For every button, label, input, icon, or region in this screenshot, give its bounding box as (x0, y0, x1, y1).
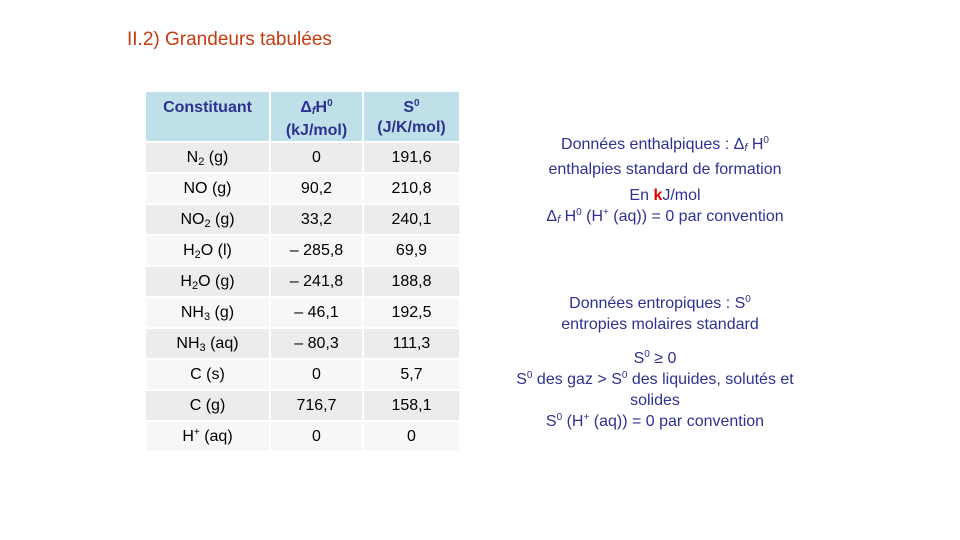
constituent-species: C (g) (189, 396, 226, 414)
table-header-row: Constituant ΔfH0 (kJ/mol) S0 (J/K/mol) (146, 92, 461, 143)
slide-title: II.2) Grandeurs tabulées (127, 29, 332, 50)
enthalpy-title: Données enthalpiques : Δf H0 (561, 135, 769, 155)
table-row: NH3 (aq) – 80,3 111,3 (146, 328, 461, 360)
cell-dfh: 33,2 (270, 204, 364, 236)
cell-constituent: C (s) (146, 359, 271, 391)
cell-dfh: – 46,1 (270, 297, 364, 329)
cell-s0: 188,8 (363, 266, 461, 298)
constituent-state: (aq) (205, 334, 239, 352)
constituent-species: NO (180, 210, 205, 228)
entropy-convention: S0 (H+ (aq)) = 0 par convention (545, 412, 765, 431)
cell-constituent: H2O (l) (146, 235, 271, 267)
cell-constituent: NO2 (g) (146, 204, 271, 236)
constituent-sub: 2 (198, 155, 205, 168)
cell-s0: 191,6 (363, 142, 461, 174)
constituent-species: H (182, 427, 194, 445)
constituent-species: H (180, 272, 192, 290)
constituent-sub: 2 (191, 279, 199, 292)
cell-constituent: N2 (g) (146, 142, 271, 174)
header-dfh: ΔfH0 (kJ/mol) (270, 92, 364, 143)
enthalpy-subtitle: enthalpies standard de formation (548, 161, 782, 178)
entropy-rules-note: S0 ≥ 0 S0 des gaz > S0 des liquides, sol… (488, 348, 822, 432)
cell-constituent: H+ (aq) (146, 421, 271, 453)
entropy-subtitle: entropies molaires standard (561, 316, 759, 333)
table-row: NO (g) 90,2 210,8 (146, 173, 461, 205)
cell-dfh: 716,7 (270, 390, 364, 422)
cell-dfh: – 285,8 (270, 235, 364, 267)
table-row: H2O (g) – 241,8 188,8 (146, 266, 461, 298)
constituent-state: (g) (210, 210, 235, 228)
constituent-species: C (s) (190, 365, 225, 383)
cell-constituent: NO (g) (146, 173, 271, 205)
constituent-species: NH (180, 303, 204, 321)
table-row: NO2 (g) 33,2 240,1 (146, 204, 461, 236)
entropy-rule-solids: solides (630, 392, 680, 409)
cell-s0: 111,3 (363, 328, 461, 360)
constituent-sub: 2 (204, 217, 211, 230)
table-row: H2O (l) – 285,8 69,9 (146, 235, 461, 267)
entropy-title: Données entropiques : S0 (569, 294, 751, 313)
entropy-note: Données entropiques : S0 entropies molai… (500, 293, 820, 335)
cell-dfh: – 241,8 (270, 266, 364, 298)
table-row: C (s) 0 5,7 (146, 359, 461, 391)
enthalpy-note: Données enthalpiques : Δf H0 enthalpies … (510, 134, 820, 180)
enthalpy-convention: Δf H0 (H+ (aq)) = 0 par convention (546, 207, 784, 227)
constituent-species: N (186, 148, 199, 166)
cell-constituent: H2O (g) (146, 266, 271, 298)
cell-s0: 240,1 (363, 204, 461, 236)
table-row: C (g) 716,7 158,1 (146, 390, 461, 422)
cell-s0: 69,9 (363, 235, 461, 267)
entropy-rule-positive: S0 ≥ 0 (633, 349, 677, 368)
cell-constituent: NH3 (aq) (146, 328, 271, 360)
cell-s0: 192,5 (363, 297, 461, 329)
table-row: NH3 (g) – 46,1 192,5 (146, 297, 461, 329)
cell-s0: 5,7 (363, 359, 461, 391)
constituent-sup: + (193, 426, 200, 438)
header-s0-unit: (J/K/mol) (377, 119, 446, 136)
enthalpy-unit-note: En kJ/mol Δf H0 (H+ (aq)) = 0 par conven… (500, 185, 830, 231)
table-row: H+ (aq) 0 0 (146, 421, 461, 453)
cell-dfh: 0 (270, 142, 364, 174)
header-s0: S0 (J/K/mol) (363, 92, 461, 143)
constituent-state: O (l) (200, 241, 232, 259)
cell-constituent: C (g) (146, 390, 271, 422)
enthalpy-unit: En kJ/mol (629, 187, 701, 204)
constituent-state: (g) (210, 303, 235, 321)
constituent-species: NO (183, 179, 208, 197)
constituent-sub: 3 (203, 310, 211, 323)
constituent-sub: 3 (199, 341, 206, 354)
thermo-table: Constituant ΔfH0 (kJ/mol) S0 (J/K/mol) N… (146, 92, 461, 453)
cell-s0: 158,1 (363, 390, 461, 422)
cell-dfh: 0 (270, 421, 364, 453)
header-s0-symbol: S0 (403, 98, 420, 117)
constituent-sub: 2 (194, 248, 201, 261)
constituent-state: O (g) (198, 272, 235, 290)
cell-dfh: – 80,3 (270, 328, 364, 360)
constituent-state: (g) (207, 179, 232, 197)
cell-dfh: 0 (270, 359, 364, 391)
constituent-state: (g) (204, 148, 229, 166)
constituent-species: NH (176, 334, 200, 352)
constituent-species: H (183, 241, 195, 259)
header-dfh-unit: (kJ/mol) (285, 122, 348, 139)
cell-dfh: 90,2 (270, 173, 364, 205)
constituent-state: (aq) (199, 427, 233, 445)
header-constituent: Constituant (146, 92, 271, 143)
cell-s0: 210,8 (363, 173, 461, 205)
header-dfh-symbol: ΔfH0 (300, 98, 333, 118)
table-row: N2 (g) 0 191,6 (146, 142, 461, 174)
cell-s0: 0 (363, 421, 461, 453)
entropy-rule-gas: S0 des gaz > S0 des liquides, solutés et (516, 370, 794, 389)
cell-constituent: NH3 (g) (146, 297, 271, 329)
